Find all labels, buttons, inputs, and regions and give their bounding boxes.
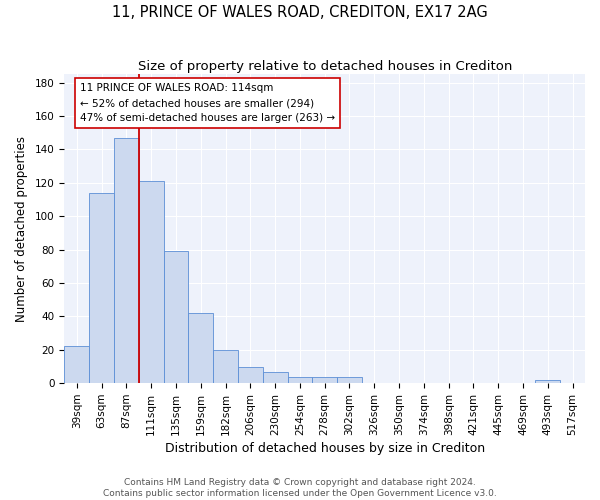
- Bar: [263, 372, 287, 383]
- Bar: [287, 376, 313, 383]
- Bar: [535, 380, 560, 383]
- Title: Size of property relative to detached houses in Crediton: Size of property relative to detached ho…: [137, 60, 512, 73]
- Y-axis label: Number of detached properties: Number of detached properties: [15, 136, 28, 322]
- Bar: [114, 138, 139, 383]
- Bar: [337, 376, 362, 383]
- Text: 11 PRINCE OF WALES ROAD: 114sqm
← 52% of detached houses are smaller (294)
47% o: 11 PRINCE OF WALES ROAD: 114sqm ← 52% of…: [80, 84, 335, 123]
- Bar: [164, 251, 188, 383]
- Text: 11, PRINCE OF WALES ROAD, CREDITON, EX17 2AG: 11, PRINCE OF WALES ROAD, CREDITON, EX17…: [112, 5, 488, 20]
- Bar: [313, 376, 337, 383]
- Bar: [64, 346, 89, 383]
- Bar: [139, 181, 164, 383]
- Bar: [89, 193, 114, 383]
- Bar: [213, 350, 238, 383]
- X-axis label: Distribution of detached houses by size in Crediton: Distribution of detached houses by size …: [164, 442, 485, 455]
- Bar: [188, 313, 213, 383]
- Bar: [238, 366, 263, 383]
- Text: Contains HM Land Registry data © Crown copyright and database right 2024.
Contai: Contains HM Land Registry data © Crown c…: [103, 478, 497, 498]
